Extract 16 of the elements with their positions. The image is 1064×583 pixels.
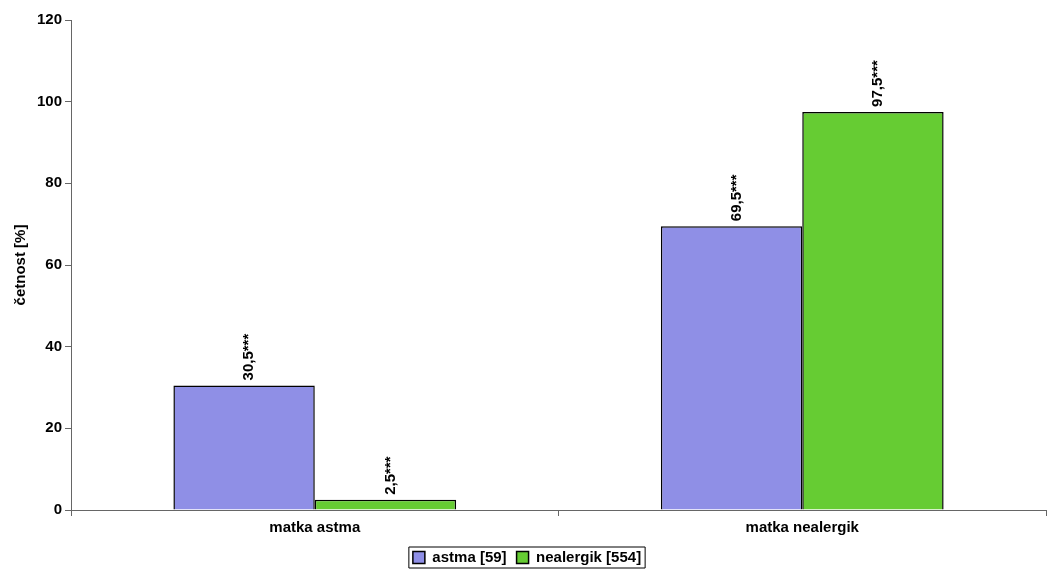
legend-label: astma [59]	[432, 547, 507, 565]
y-tick-label: 20	[45, 418, 63, 436]
y-tick-label: 80	[45, 173, 63, 191]
data-label: 97,5***	[868, 60, 886, 107]
y-tick-label: 60	[45, 255, 63, 273]
data-label: 30,5***	[239, 333, 257, 381]
y-tick-label: 100	[37, 91, 63, 109]
data-label: 69,5***	[726, 174, 744, 222]
x-tick-label: matka astma	[269, 518, 361, 536]
data-label: 2,5***	[380, 456, 398, 495]
y-tick-label: 0	[53, 500, 63, 518]
x-tick-label: matka nealergik	[745, 518, 860, 536]
legend-label: nealergik [554]	[536, 547, 642, 565]
y-tick-label: 120	[37, 10, 63, 28]
y-axis-title: četnost [%]	[11, 224, 29, 306]
y-tick-label: 40	[45, 336, 63, 354]
